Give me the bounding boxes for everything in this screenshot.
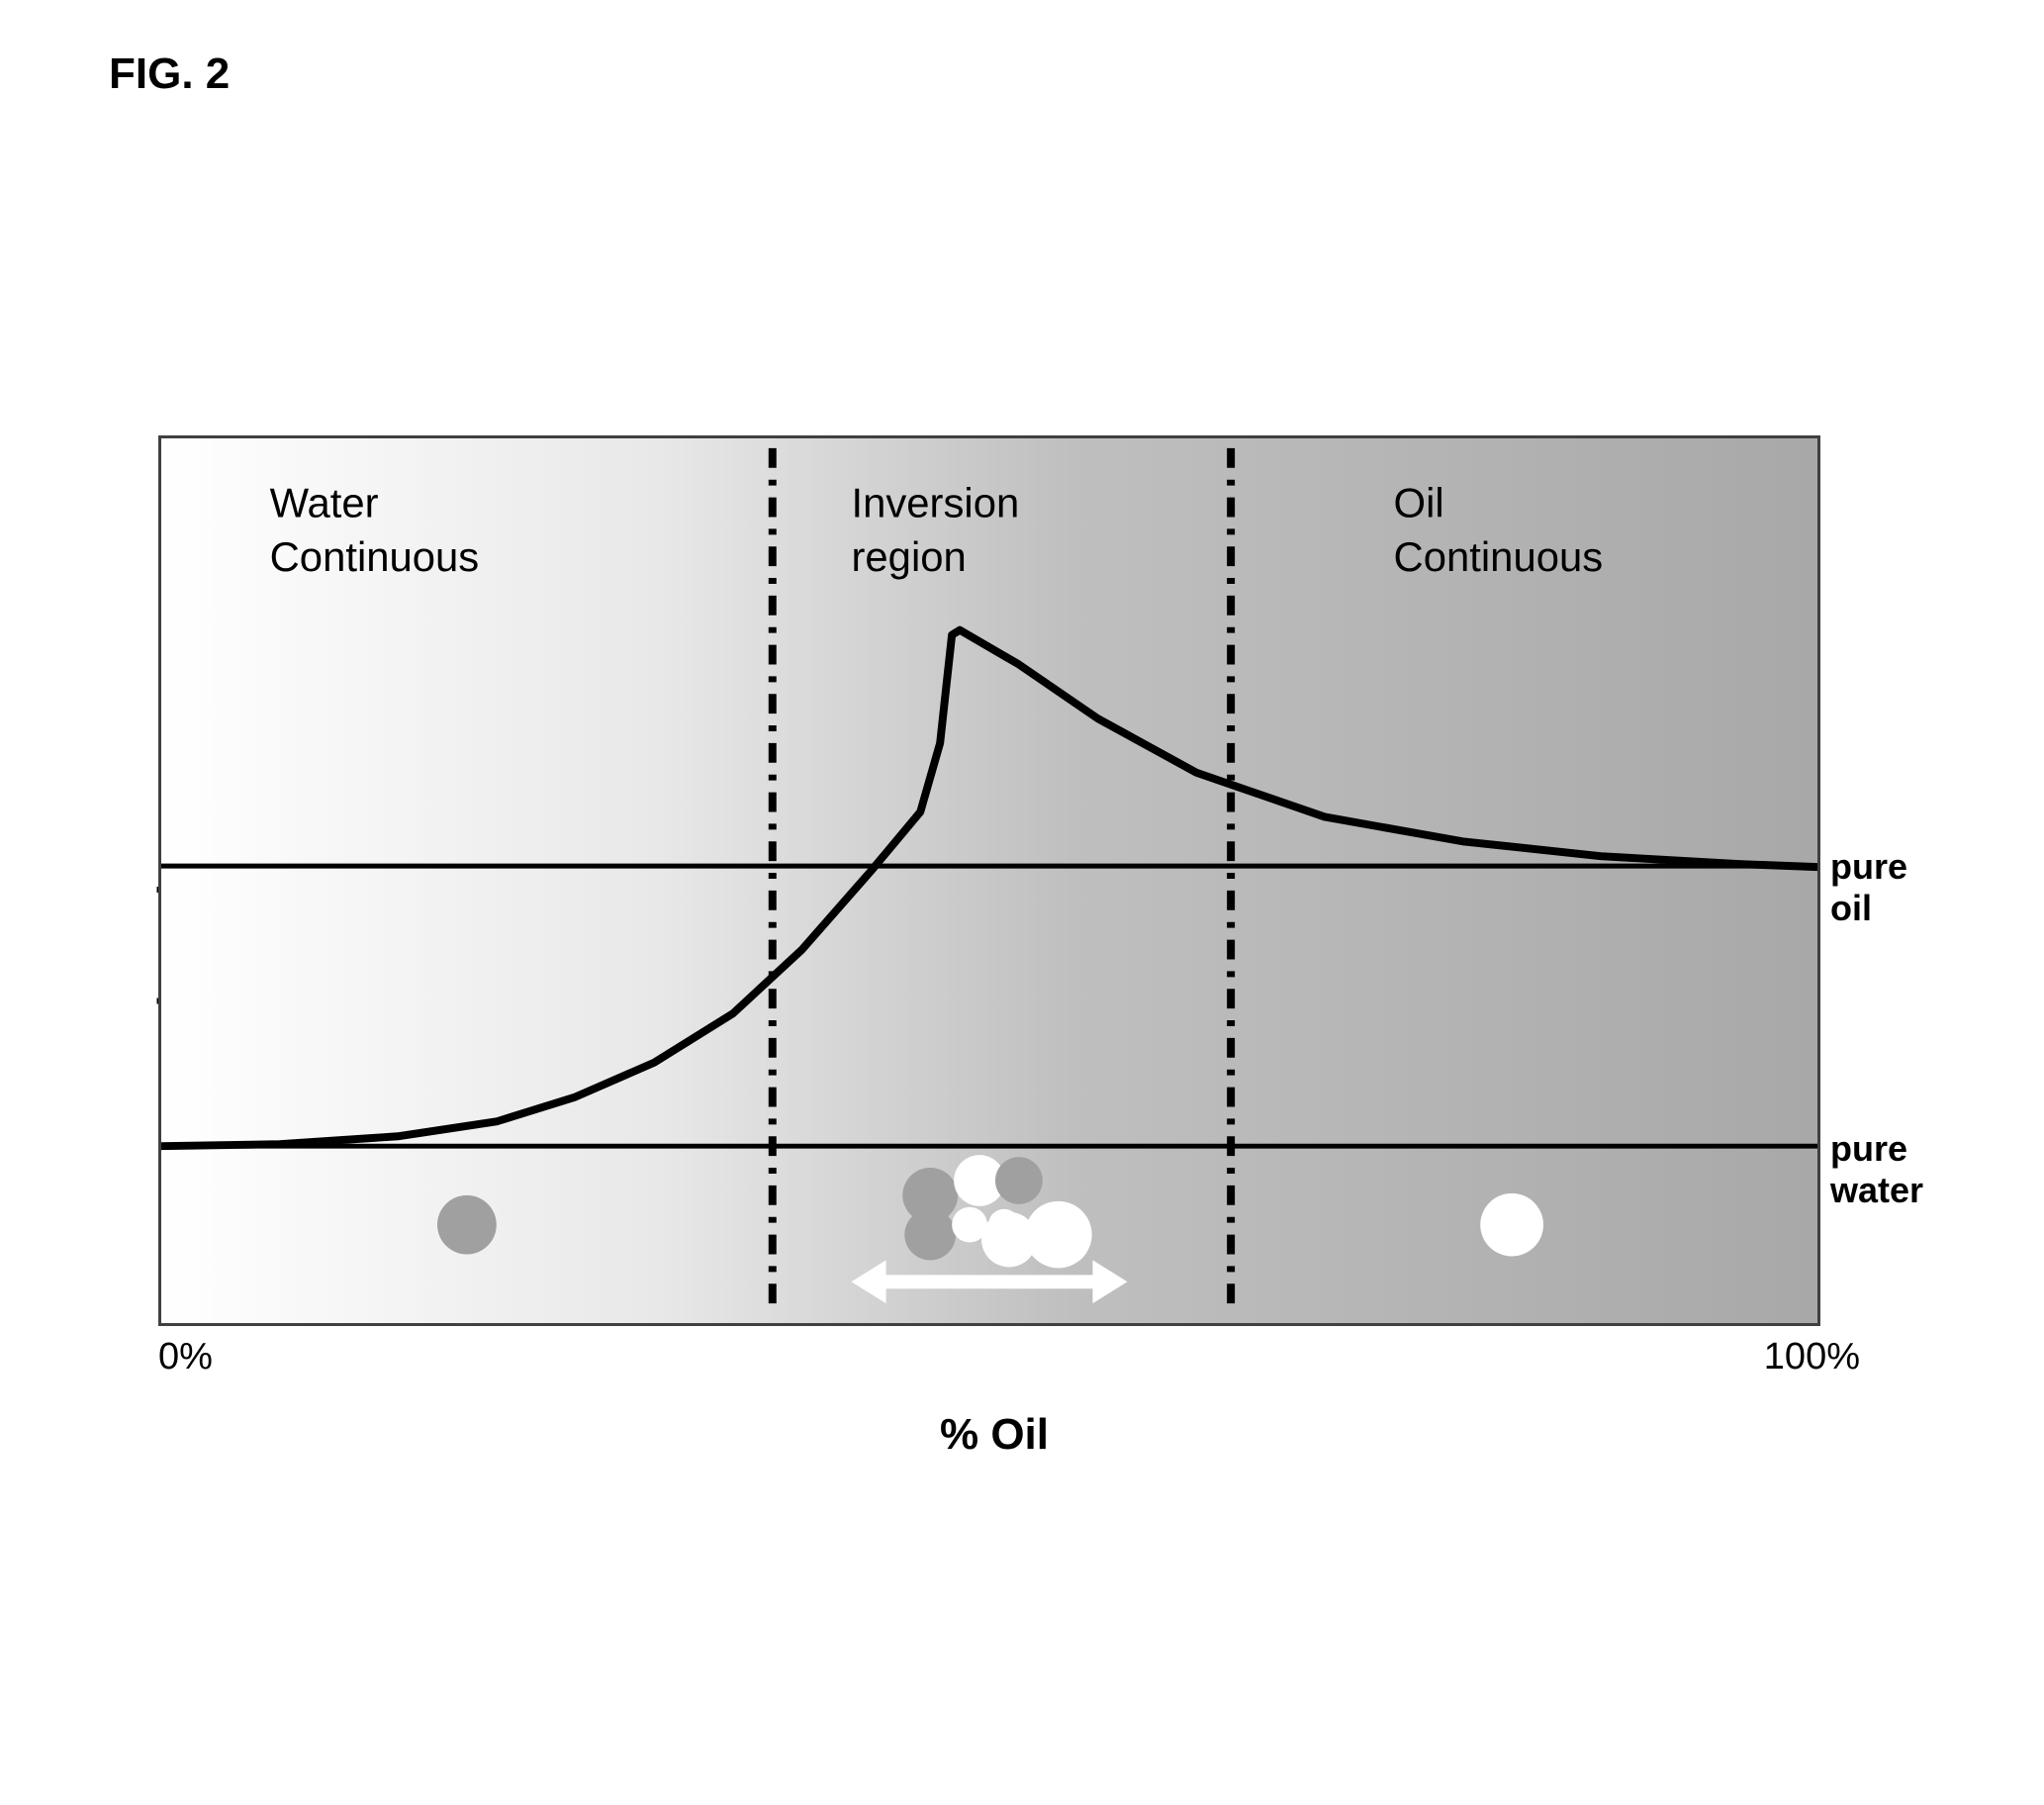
x-tick-end: 100% [1764,1336,1860,1378]
water-continuous-label-line2: Continuous [270,533,480,580]
water-continuous-label-line1: Water [270,480,379,526]
x-tick-start: 0% [158,1336,213,1378]
oil-continuous-label-line2: Continuous [1394,533,1604,580]
oil-continuous-label-line1: Oil [1394,480,1444,526]
inversion-region-label-line2: region [852,533,967,580]
oil-region-droplet [1480,1193,1543,1257]
inversion-region-label-line1: Inversion [852,480,1020,526]
inversion-droplet-3 [904,1209,956,1261]
inversion-droplet-7 [1025,1201,1092,1269]
plot-svg: Water Continuous Inversion region Oil Continu… [161,438,1817,1323]
x-axis-label: % Oil [940,1410,1049,1460]
inversion-droplet-2 [995,1157,1043,1204]
chart-container: Viscosity WaterContinuousInversionregion… [129,435,1860,1445]
pure-water-label: pure water [1830,1128,1923,1211]
plot-area: Water Continuous Inversion region Oil Continu… [158,435,1820,1326]
water-region-droplet [437,1195,497,1255]
figure-label: FIG. 2 [109,49,230,99]
pure-oil-label: pure oil [1830,846,1907,929]
